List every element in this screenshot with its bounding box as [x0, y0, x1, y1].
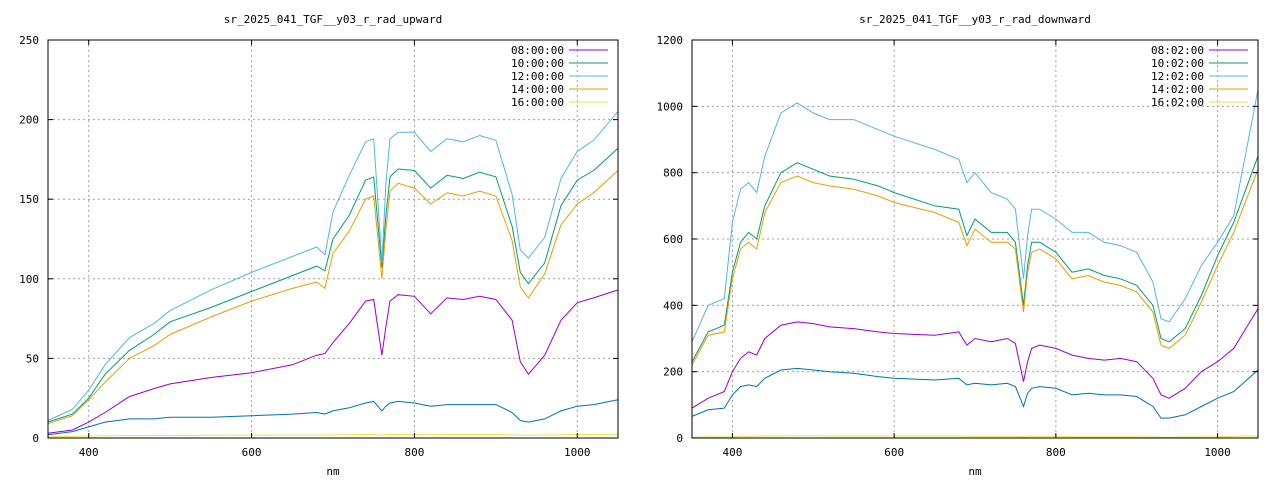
- upward-x-tick-label: 400: [79, 446, 99, 459]
- downward-x-tick-label: 1000: [1204, 446, 1231, 459]
- downward-series-line-5: [691, 367, 1259, 419]
- upward-legend-label: 16:00:00: [511, 96, 564, 109]
- downward-series-line-3: [691, 169, 1259, 366]
- upward-y-tick-label: 100: [19, 273, 39, 286]
- downward-y-tick-label: 400: [663, 299, 683, 312]
- upward-series-line-2: [47, 111, 619, 421]
- upward-y-tick-label: 50: [26, 352, 39, 365]
- upward-plot-frame: [47, 39, 619, 439]
- downward-series-line-4: [691, 435, 1259, 438]
- downward-y-tick-label: 1000: [657, 100, 684, 113]
- downward-series-line-2: [691, 89, 1259, 343]
- upward-chart-title: sr_2025_041_TGF__y03_r_rad_upward: [224, 13, 443, 26]
- upward-y-tick-label: 200: [19, 114, 39, 127]
- upward-y-tick-label: 250: [19, 34, 39, 47]
- upward-series-line-5: [47, 399, 619, 436]
- downward-y-tick-label: 800: [663, 167, 683, 180]
- downward-series-line-0: [691, 308, 1259, 409]
- downward-x-axis-label: nm: [968, 465, 982, 478]
- upward-x-tick-label: 1000: [564, 446, 591, 459]
- downward-y-tick-label: 0: [676, 432, 683, 445]
- downward-y-tick-label: 600: [663, 233, 683, 246]
- upward-series-line-3: [47, 170, 619, 425]
- downward-series-line-1: [691, 155, 1259, 362]
- downward-legend-label: 14:02:00: [1151, 83, 1204, 96]
- chart-upward: sr_2025_041_TGF__y03_r_rad_upward 400 600 8…: [19, 13, 619, 478]
- downward-x-tick-label: 400: [722, 446, 742, 459]
- upward-series-line-0: [47, 289, 619, 434]
- downward-legend-label: 12:02:00: [1151, 70, 1204, 83]
- downward-x-tick-label: 600: [884, 446, 904, 459]
- downward-y-tick-label: 200: [663, 366, 683, 379]
- downward-legend-label: 16:02:00: [1151, 96, 1204, 109]
- upward-legend-label: 10:00:00: [511, 57, 564, 70]
- chart-downward: sr_2025_041_TGF__y03_r_rad_downward 400 60…: [640, 0, 1280, 480]
- downward-chart-title: sr_2025_041_TGF__y03_r_rad_downward: [859, 13, 1091, 26]
- upward-x-tick-label: 800: [404, 446, 424, 459]
- downward-legend-label: 08:02:00: [1151, 44, 1204, 57]
- upward-legend-label: 14:00:00: [511, 83, 564, 96]
- chart-downward-svg: sr_2025_041_TGF__y03_r_rad_downward 400 60…: [657, 13, 1259, 478]
- upward-x-tick-label: 600: [242, 446, 262, 459]
- upward-y-tick-label: 0: [32, 432, 39, 445]
- downward-x-tick-label: 800: [1046, 446, 1066, 459]
- chart-upward-svg: sr_2025_041_TGF__y03_r_rad_upward 400 600 8…: [19, 13, 619, 478]
- upward-legend-label: 12:00:00: [511, 70, 564, 83]
- upward-x-axis-label: nm: [326, 465, 340, 478]
- upward-series-line-4: [47, 433, 619, 438]
- upward-legend-label: 08:00:00: [511, 44, 564, 57]
- upward-y-tick-label: 150: [19, 193, 39, 206]
- downward-y-tick-label: 1200: [657, 34, 684, 47]
- downward-legend-label: 10:02:00: [1151, 57, 1204, 70]
- upward-series-line-1: [47, 147, 619, 423]
